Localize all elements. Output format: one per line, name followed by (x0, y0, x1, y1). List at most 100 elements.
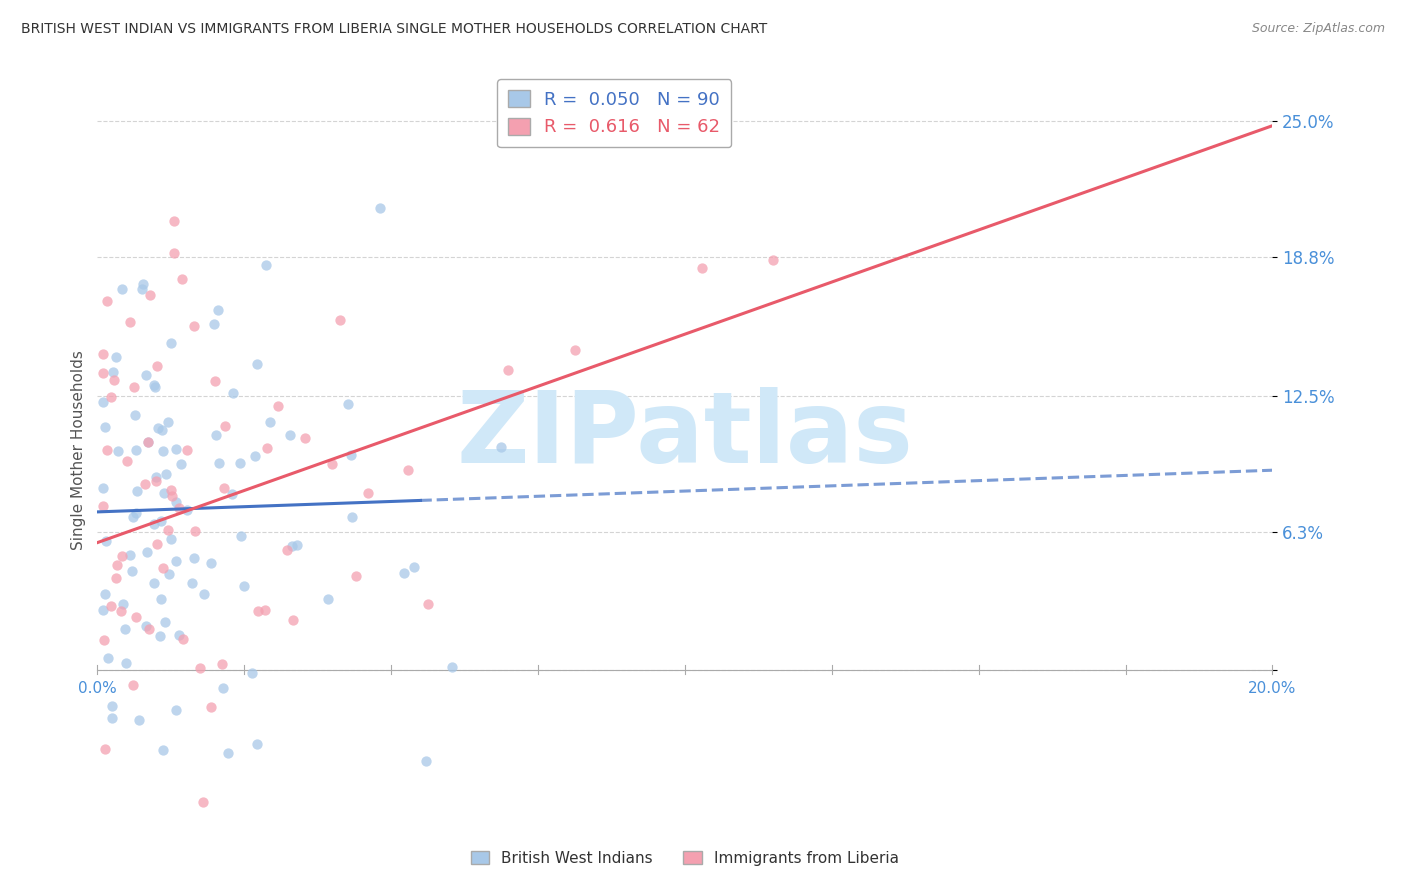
Point (136, 435, 159, 450)
Point (136, 435, 159, 450)
Point (152, 561, 174, 575)
Point (340, 448, 363, 462)
Point (415, 754, 437, 768)
Point (176, 503, 198, 517)
Point (103, 373, 125, 387)
Legend: R =  0.050   N = 90, R =  0.616   N = 62: R = 0.050 N = 90, R = 0.616 N = 62 (498, 79, 731, 147)
Text: ZIPatlas: ZIPatlas (457, 387, 914, 484)
Point (281, 539, 304, 553)
Point (138, 622, 160, 636)
Point (256, 441, 278, 455)
Point (145, 469, 167, 483)
Point (143, 575, 166, 590)
Point (152, 444, 174, 458)
Point (564, 343, 586, 357)
Point (285, 538, 308, 552)
Point (357, 486, 380, 500)
Point (122, 509, 145, 524)
Point (153, 486, 176, 500)
Point (183, 524, 205, 538)
Point (105, 350, 128, 364)
Point (110, 603, 132, 617)
Point (165, 442, 187, 457)
Point (114, 622, 136, 636)
Point (489, 440, 512, 454)
Point (97, 650, 120, 665)
Point (91, 347, 114, 361)
Point (202, 317, 225, 331)
Point (496, 363, 519, 377)
Point (135, 368, 157, 383)
Point (139, 288, 162, 302)
Point (690, 261, 713, 276)
Point (259, 415, 281, 429)
Point (91, 366, 114, 380)
Point (149, 629, 172, 643)
Point (233, 579, 256, 593)
Point (188, 661, 211, 675)
Point (344, 569, 367, 583)
Point (160, 489, 183, 503)
Point (118, 315, 141, 329)
Point (172, 632, 194, 647)
Point (440, 659, 463, 673)
Point (254, 602, 277, 616)
Point (204, 375, 226, 389)
Point (143, 378, 166, 392)
Point (396, 462, 419, 476)
Point (122, 678, 145, 692)
Point (101, 365, 124, 379)
Text: Source: ZipAtlas.com: Source: ZipAtlas.com (1251, 22, 1385, 36)
Point (117, 454, 139, 468)
Y-axis label: Single Mother Households: Single Mother Households (72, 351, 86, 550)
Point (370, 201, 392, 215)
Point (221, 487, 243, 501)
Point (243, 449, 266, 463)
Point (93, 420, 115, 434)
Point (321, 457, 343, 471)
Point (100, 390, 122, 404)
Point (329, 312, 352, 326)
Point (105, 558, 128, 573)
Point (392, 566, 415, 580)
Point (120, 548, 142, 562)
Point (193, 586, 215, 600)
Point (200, 557, 222, 571)
Point (125, 506, 148, 520)
Point (214, 481, 236, 495)
Point (336, 397, 359, 411)
Point (176, 443, 198, 458)
Point (246, 357, 269, 371)
Point (121, 565, 143, 579)
Text: 0.0%: 0.0% (77, 681, 117, 696)
Point (107, 444, 129, 458)
Point (316, 592, 339, 607)
Point (150, 423, 173, 437)
Point (155, 467, 177, 482)
Point (165, 554, 187, 568)
Point (222, 386, 245, 401)
Point (229, 529, 252, 543)
Point (404, 559, 426, 574)
Point (149, 514, 172, 528)
Point (96, 443, 118, 458)
Point (181, 575, 204, 590)
Point (240, 665, 263, 680)
Point (153, 615, 176, 630)
Point (94, 587, 117, 601)
Point (281, 613, 304, 627)
Point (100, 599, 122, 613)
Point (246, 604, 269, 618)
Point (217, 746, 239, 760)
Point (134, 477, 156, 491)
Point (212, 681, 235, 695)
Point (152, 743, 174, 757)
Point (200, 700, 222, 714)
Point (214, 418, 236, 433)
Point (172, 272, 194, 286)
Point (94, 534, 117, 549)
Point (128, 713, 150, 727)
Point (93, 633, 115, 648)
Point (145, 474, 167, 488)
Point (191, 795, 214, 809)
